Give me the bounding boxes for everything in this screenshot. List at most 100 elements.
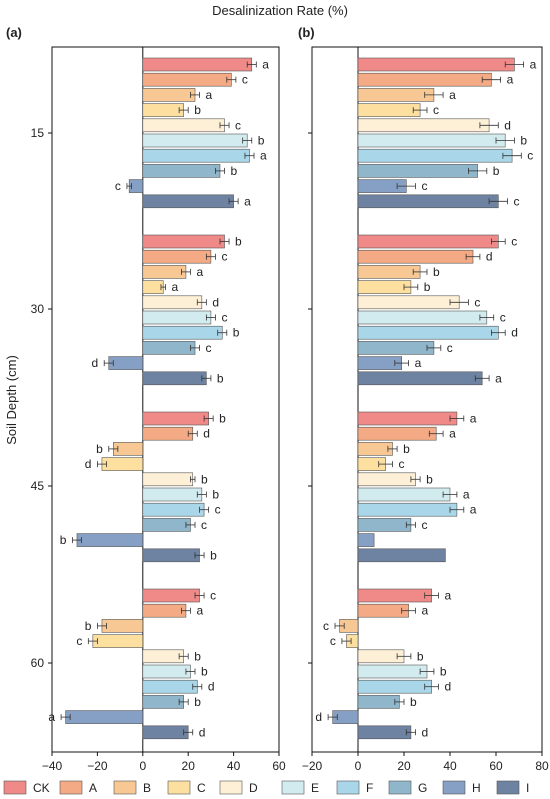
significance-label: a (196, 604, 203, 618)
significance-label: a (470, 503, 477, 517)
bar-F (142, 679, 198, 694)
bar-G (142, 164, 221, 178)
significance-label: c (511, 235, 517, 249)
legend-label-D: D (249, 781, 258, 795)
significance-label: d (85, 457, 92, 471)
legend-swatch-D (219, 780, 243, 795)
legend-label-C: C (197, 781, 206, 795)
bar-A (357, 249, 474, 264)
significance-label: c (242, 73, 248, 87)
bar-CK (142, 57, 253, 72)
bar-A (142, 603, 187, 618)
panel-a: (a)−40 −20 0 20 40 6015304560acabcbabcabcaadc… (6, 25, 286, 773)
significance-label: d (511, 326, 518, 340)
bar-A (142, 249, 212, 264)
significance-label: a (415, 356, 422, 370)
x-tick-label: 0 (355, 759, 362, 773)
bar-D (357, 295, 460, 310)
significance-label: c (210, 589, 216, 603)
significance-label: d (486, 250, 493, 264)
significance-label: a (445, 589, 452, 603)
significance-label: b (403, 442, 410, 456)
legend-swatch-A (59, 780, 83, 795)
bar-E (142, 664, 191, 679)
bar-F (357, 325, 499, 340)
significance-label: b (212, 488, 219, 502)
significance-label: b (440, 665, 447, 679)
significance-label: b (417, 649, 424, 663)
significance-label: a (206, 88, 213, 102)
bar-C (142, 103, 184, 117)
significance-label: b (233, 326, 240, 340)
bar-CK (357, 411, 458, 426)
x-tick-label: 20 (397, 759, 411, 773)
significance-label: c (115, 179, 121, 193)
bar-H (108, 356, 144, 370)
bar-I (357, 371, 483, 386)
legend: CK A B C D E F G H I (3, 780, 529, 795)
legend-label-B: B (143, 781, 151, 795)
panel-label: (a) (6, 25, 22, 40)
bar-H (76, 533, 144, 547)
x-tick-label: −20 (87, 759, 108, 773)
significance-label: a (48, 710, 55, 724)
significance-label: b (410, 695, 417, 709)
bar-I (142, 194, 234, 209)
significance-label: b (231, 164, 238, 178)
bar-G (142, 518, 191, 532)
significance-label: d (504, 118, 511, 132)
bar-C (101, 457, 144, 471)
significance-label: a (172, 280, 179, 294)
bar-CK (142, 588, 200, 603)
plot-frame (51, 46, 280, 753)
x-tick-label: −40 (42, 759, 63, 773)
bar-F (357, 502, 458, 517)
bar-I (142, 548, 200, 563)
legend-swatch-C (167, 780, 191, 795)
significance-label: c (76, 634, 82, 648)
bar-I (357, 548, 446, 563)
x-tick-label: 80 (535, 759, 549, 773)
bar-I (142, 371, 207, 386)
legend-swatch-I (496, 780, 520, 795)
bar-B (357, 265, 421, 279)
legend-swatch-H (442, 780, 466, 795)
significance-label: c (201, 518, 207, 532)
bar-E (357, 310, 488, 325)
significance-label: b (235, 235, 242, 249)
legend-label-H: H (472, 781, 481, 795)
significance-label: c (500, 311, 506, 325)
significance-label: b (96, 442, 103, 456)
significance-label: b (210, 548, 217, 562)
significance-label: b (433, 265, 440, 279)
significance-label: b (194, 695, 201, 709)
bar-E (142, 310, 212, 325)
significance-label: c (206, 341, 212, 355)
significance-label: a (463, 488, 470, 502)
x-tick-label: 0 (139, 759, 146, 773)
bar-A (357, 426, 437, 441)
legend-swatch-F (336, 780, 360, 795)
significance-label: a (262, 58, 269, 72)
x-tick-label: 40 (227, 759, 241, 773)
significance-label: b (201, 665, 208, 679)
significance-label: d (315, 710, 322, 724)
legend-label-F: F (366, 781, 373, 795)
significance-label: a (507, 73, 514, 87)
bar-F (142, 148, 250, 163)
x-tick-label: 60 (489, 759, 503, 773)
significance-label: a (449, 88, 456, 102)
significance-label: a (196, 265, 203, 279)
x-tick-label: 60 (272, 759, 286, 773)
significance-label: c (433, 103, 439, 117)
significance-label: d (212, 295, 219, 309)
bar-D (142, 649, 184, 664)
y-tick-label: 15 (31, 126, 45, 140)
bar-C (357, 103, 421, 117)
bar-E (357, 487, 451, 502)
significance-label: c (422, 179, 428, 193)
significance-label: b (217, 371, 224, 385)
significance-label: d (203, 427, 210, 441)
significance-label: a (422, 604, 429, 618)
bar-D (142, 118, 225, 133)
